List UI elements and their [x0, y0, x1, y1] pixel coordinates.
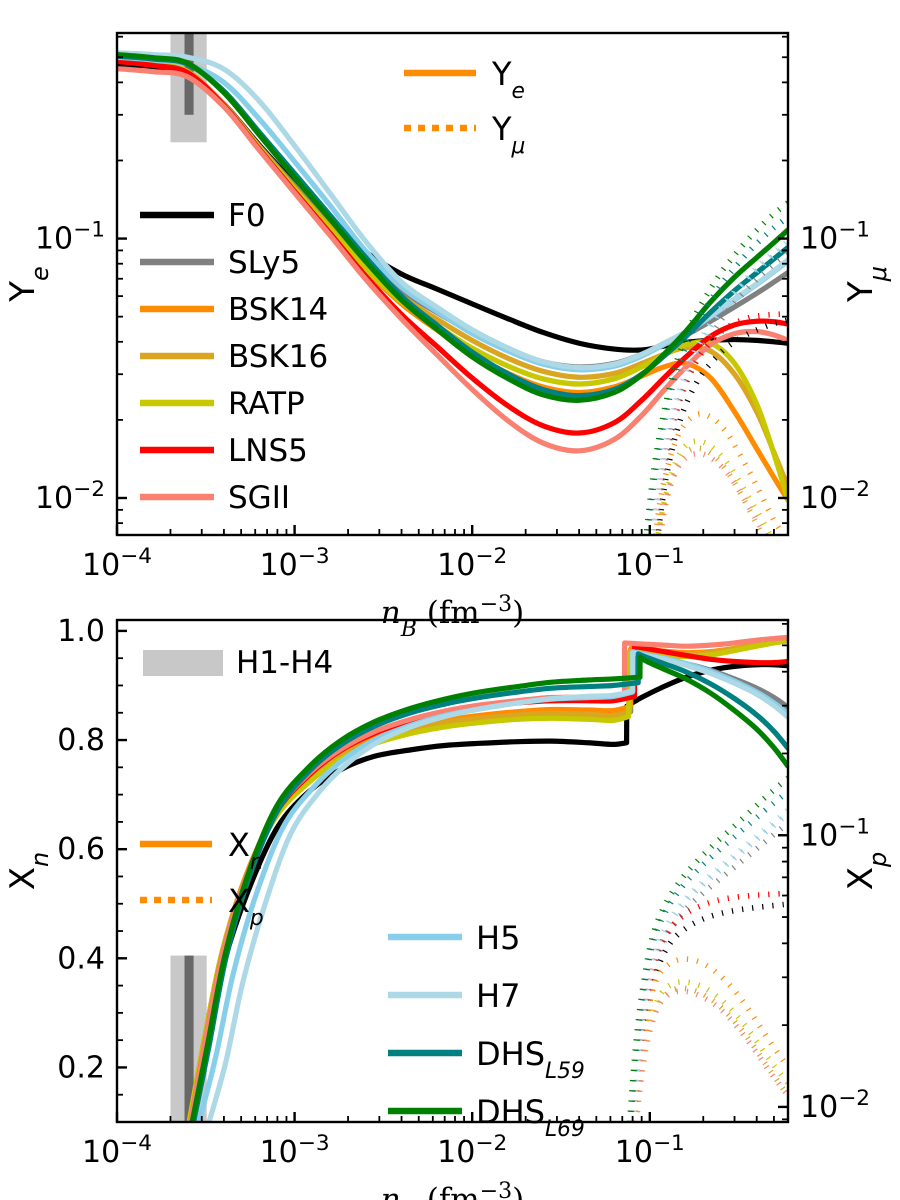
tick-label: 10−3	[260, 1131, 330, 1171]
curve-dotted	[655, 438, 774, 535]
legend-label: SGII	[228, 480, 290, 516]
legend-label: Xp	[228, 882, 264, 931]
legend-bottom-models: H5 H7 DHSL59 DHSL69	[388, 919, 585, 1142]
tick-label: 10−1	[800, 814, 870, 854]
curve-dotted	[626, 775, 788, 1122]
curve-dotted	[629, 807, 788, 1122]
y-axis-label-right: Xp	[841, 852, 892, 891]
legend-label: SLy5	[228, 245, 300, 281]
curve-dotted	[631, 956, 788, 1122]
curve-dotted	[629, 811, 788, 1122]
x-axis-bottom: 10−4 10−3 10−2 10−1	[82, 1112, 775, 1171]
tick-label: 10−1	[35, 217, 105, 257]
curve-solid	[206, 688, 636, 1122]
legend-label: Yμ	[491, 110, 525, 159]
curve-dotted	[632, 988, 788, 1122]
curve-dotted	[645, 214, 788, 531]
y-axis-right-top: 10−1 10−2	[778, 35, 870, 525]
curve-dotted	[630, 890, 788, 1122]
tick-label: 10−2	[800, 476, 870, 515]
y-axis-left-top: 10−1 10−2	[35, 35, 127, 525]
marker-band-dark	[184, 955, 194, 1122]
curves-bottom	[186, 634, 788, 1122]
curve-solid	[117, 57, 788, 490]
axes-frame	[115, 31, 790, 537]
legend-label: DHSL69	[476, 1093, 585, 1142]
curve-dotted	[627, 789, 788, 1122]
curves-top	[117, 50, 788, 535]
curve-solid	[117, 50, 788, 371]
y-axis-left-bottom: 0.2 0.4 0.6 0.8 1.0	[57, 614, 127, 1123]
legend-label: Ye	[491, 55, 525, 104]
y-tick-label-left: 0.4	[57, 941, 105, 976]
legend-label: H5	[476, 919, 520, 957]
curve-solid	[117, 66, 788, 454]
curve-solid	[622, 634, 788, 649]
tick-label: 10−2	[437, 544, 507, 584]
tick-label: 10−1	[615, 544, 685, 584]
x-axis-top: 10−4 10−3 10−2 10−1	[82, 525, 775, 584]
curve-dotted	[643, 200, 788, 531]
x-axis-label: nB (fm−3)	[381, 1179, 525, 1200]
curve-dotted	[655, 450, 769, 535]
legend-label: H1-H4	[236, 645, 333, 681]
tick-label: 10−3	[260, 544, 330, 584]
legend-label: RATP	[228, 386, 305, 422]
legend-bottom-band: H1-H4	[143, 645, 333, 681]
axes-frame	[115, 618, 790, 1124]
curve-solid	[637, 654, 788, 769]
tick-label: 10−1	[800, 217, 870, 257]
x-axis-label: nB (fm−3)	[381, 592, 525, 642]
y-axis-right-bottom: 10−1 10−2	[778, 622, 870, 1125]
y-tick-label-left: 1.0	[57, 614, 105, 649]
curve-dotted	[633, 985, 788, 1122]
tick-label: 10−2	[35, 476, 105, 515]
panel-bottom: 10−4 10−3 10−2 10−1 0.2 0.4 0.6 0.8 1.0 10−1 10−2 n…	[3, 614, 892, 1200]
curve-solid	[632, 643, 788, 666]
legend-label: BSK14	[228, 292, 328, 328]
y-tick-label-left: 0.6	[57, 832, 105, 867]
legend-label: F0	[228, 198, 266, 234]
legend-label: DHSL59	[476, 1035, 585, 1084]
curve-dotted	[650, 239, 788, 531]
panel-top: 10−4 10−3 10−2 10−1 10−1 10−2 10−1 10−2 nB (fm−3…	[3, 31, 892, 642]
legend-swatch-h1h4[interactable]	[143, 650, 223, 676]
curve-solid	[117, 58, 788, 436]
y-tick-label-left: 0.2	[57, 1050, 105, 1085]
y-axis-label-left: Ye	[3, 266, 54, 303]
curve-solid	[117, 61, 788, 353]
legend-label: LNS5	[228, 433, 308, 469]
curve-solid	[189, 674, 643, 1122]
y-axis-label-left: Xn	[3, 852, 54, 891]
curve-solid	[635, 651, 788, 751]
tick-label: 10−1	[615, 1131, 685, 1171]
tick-label: 10−2	[437, 1131, 507, 1171]
tick-label: 10−2	[800, 1085, 870, 1125]
y-axis-label-right: Yμ	[841, 266, 892, 303]
curve-solid	[117, 51, 788, 403]
legend-top-style: Ye Yμ	[404, 55, 525, 159]
legend-label: Xn	[228, 826, 264, 875]
curve-dotted	[631, 820, 788, 1122]
tick-label: 10−4	[82, 544, 152, 584]
legend-label: BSK16	[228, 339, 328, 375]
legend-top-models: F0 SLy5 BSK14 BSK16 RATP LNS5 SGII	[140, 198, 328, 516]
tick-label: 10−4	[82, 1131, 152, 1171]
y-tick-label-left: 0.8	[57, 723, 105, 758]
legend-label: H7	[476, 977, 520, 1015]
legend-bottom-style: Xn Xp	[140, 826, 264, 931]
